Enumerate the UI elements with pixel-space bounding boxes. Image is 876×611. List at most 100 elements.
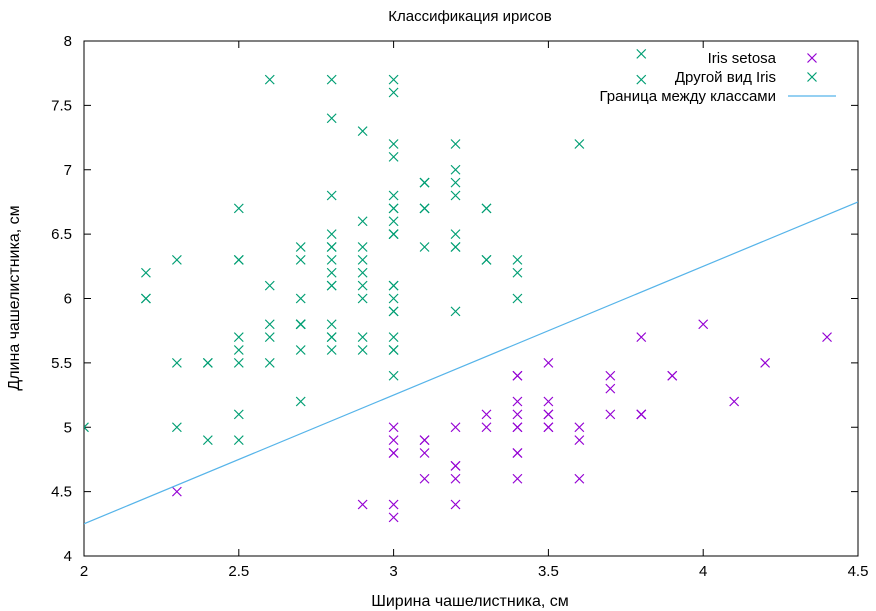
other-iris-point <box>388 190 399 201</box>
other-iris-point <box>295 396 306 407</box>
boundary-line <box>84 201 858 525</box>
other-iris-point <box>481 203 492 214</box>
other-iris-point <box>419 203 430 214</box>
setosa-point <box>512 448 523 458</box>
other-iris-point <box>574 139 585 149</box>
y-tick-label: 6 <box>64 291 72 308</box>
other-iris-point <box>233 345 244 355</box>
other-iris-point <box>388 216 399 227</box>
other-iris-point <box>388 203 399 214</box>
other-iris-point <box>357 126 368 137</box>
legend-label: Другой вид Iris <box>675 69 776 86</box>
setosa-point <box>388 499 399 510</box>
setosa-point <box>760 357 771 368</box>
other-iris-point <box>171 422 182 433</box>
other-iris-point <box>450 190 461 201</box>
other-iris-point <box>450 164 461 175</box>
setosa-point <box>698 319 709 330</box>
other-iris-point <box>357 267 368 278</box>
other-iris-point <box>388 345 399 355</box>
y-tick-label: 4 <box>64 548 72 565</box>
setosa-point <box>481 409 492 420</box>
setosa-point <box>574 422 585 433</box>
data-layer <box>84 48 858 525</box>
setosa-point <box>667 370 678 381</box>
other-iris-point <box>233 435 244 446</box>
other-iris-point <box>326 113 337 124</box>
other-iris-point <box>419 177 430 188</box>
other-iris-point <box>326 280 337 291</box>
setosa-point <box>605 383 616 394</box>
other-iris-point <box>388 74 399 85</box>
other-iris-point <box>171 254 182 265</box>
setosa-point <box>512 422 523 433</box>
other-iris-point <box>326 319 337 330</box>
other-iris-point <box>512 267 523 278</box>
setosa-point <box>419 448 430 458</box>
y-tick-label: 7.5 <box>51 97 72 114</box>
setosa-point <box>512 396 523 407</box>
y-tick-label: 5 <box>64 419 72 436</box>
other-iris-point <box>388 139 399 149</box>
other-iris-point <box>450 229 461 240</box>
other-iris-point <box>357 293 368 304</box>
other-iris-point <box>140 293 151 304</box>
legend-marker-sample <box>807 53 817 63</box>
setosa-point <box>543 422 554 433</box>
other-iris-point <box>264 332 275 343</box>
legend-label: Граница между классами <box>599 88 776 105</box>
x-tick-label: 3 <box>389 563 397 580</box>
other-iris-point <box>233 203 244 214</box>
setosa-point <box>419 473 430 484</box>
other-iris-point <box>233 254 244 265</box>
other-iris-point <box>295 254 306 265</box>
setosa-point <box>543 357 554 368</box>
x-tick-label: 4 <box>699 563 707 580</box>
y-tick-label: 6.5 <box>51 226 72 243</box>
setosa-point <box>450 460 461 471</box>
setosa-point <box>388 435 399 446</box>
setosa-point <box>822 332 832 343</box>
other-iris-point <box>295 319 306 330</box>
other-iris-point <box>326 332 337 343</box>
setosa-point <box>171 486 182 497</box>
other-iris-point <box>636 74 647 85</box>
setosa-point <box>729 396 740 407</box>
other-iris-point <box>295 345 306 355</box>
legend-marker-sample <box>807 72 817 82</box>
other-iris-point <box>326 229 337 240</box>
y-tick-label: 4.5 <box>51 484 72 501</box>
other-iris-point <box>512 293 523 304</box>
other-iris-point <box>388 229 399 240</box>
other-iris-point <box>636 48 647 59</box>
setosa-point <box>512 409 523 420</box>
other-iris-point <box>481 254 492 265</box>
setosa-point <box>388 422 399 433</box>
other-iris-point <box>450 177 461 188</box>
setosa-point <box>512 473 523 484</box>
setosa-point <box>450 499 461 510</box>
other-iris-point <box>202 435 213 446</box>
setosa-point <box>512 370 523 381</box>
other-iris-point <box>326 254 337 265</box>
other-iris-point <box>388 370 399 381</box>
setosa-point <box>636 409 647 420</box>
other-iris-point <box>388 87 399 98</box>
other-iris-point <box>388 332 399 343</box>
other-iris-point <box>326 345 337 355</box>
y-tick-label: 7 <box>64 162 72 179</box>
other-iris-point <box>388 306 399 317</box>
other-iris-point <box>326 190 337 201</box>
setosa-point <box>450 422 461 433</box>
other-iris-point <box>326 242 337 252</box>
legend-label: Iris setosa <box>708 50 777 67</box>
other-iris-point <box>357 216 368 227</box>
chart-title: Классификация ирисов <box>388 8 552 25</box>
other-iris-point <box>171 357 182 368</box>
plot-area: 2 2.5 3 3.5 4 4.5 4 4.5 5 5.5 6 6.5 7 7.5 8 Iris setosa… <box>51 33 868 580</box>
setosa-point <box>543 396 554 407</box>
x-tick-label: 2 <box>80 563 88 580</box>
setosa-point <box>388 448 399 458</box>
other-iris-point <box>264 74 275 85</box>
other-iris-point <box>233 409 244 420</box>
